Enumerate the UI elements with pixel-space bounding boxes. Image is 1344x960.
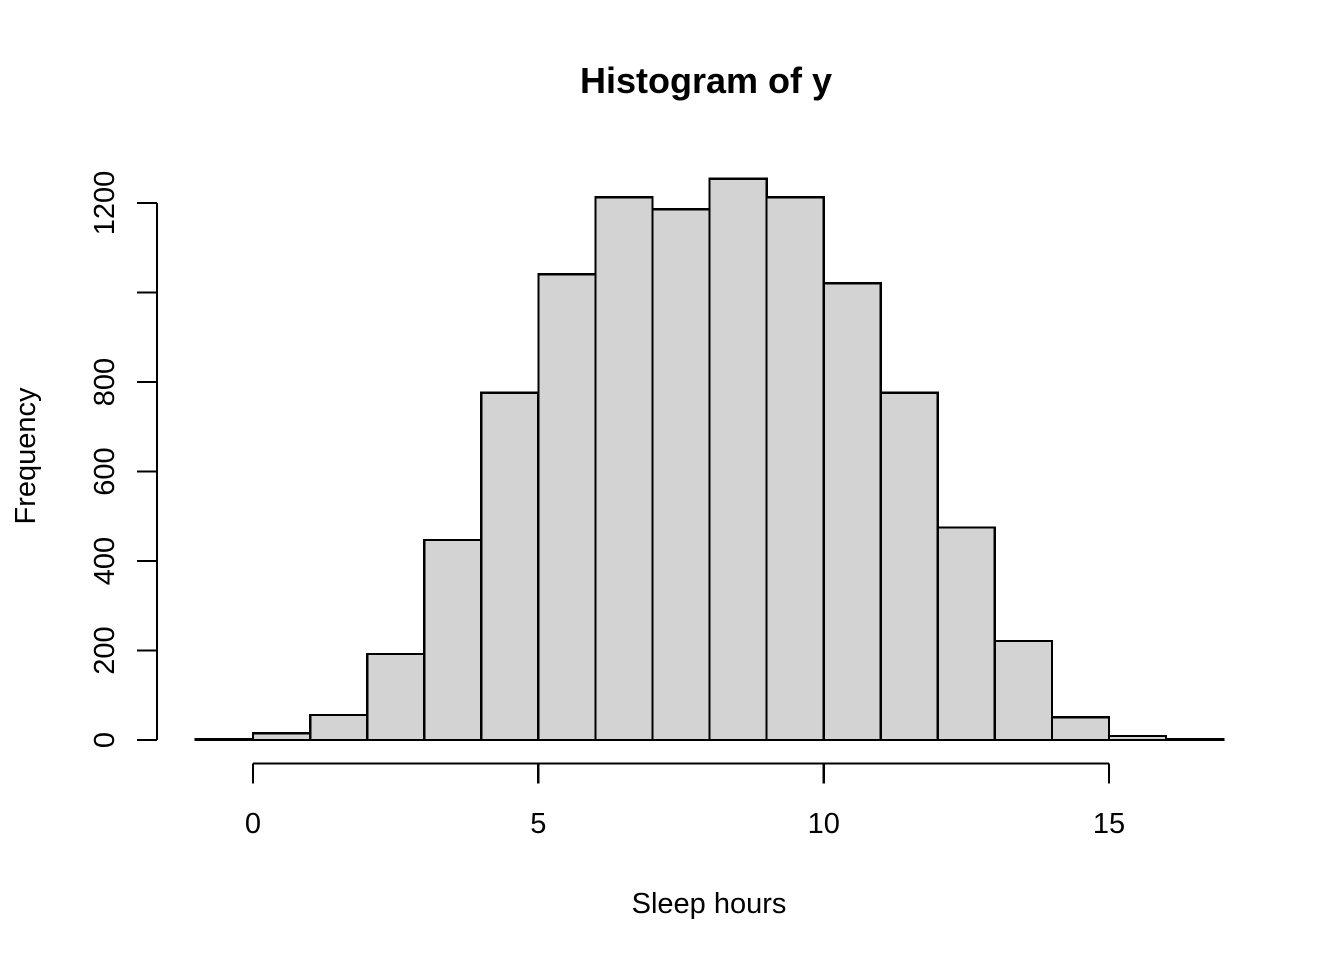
x-tick-label: 0 (245, 808, 261, 840)
histogram-bar (480, 391, 540, 742)
y-tick-label: 0 (89, 732, 121, 748)
histogram-bar (822, 281, 882, 742)
histogram-bar (194, 737, 255, 742)
y-axis: 0 200 400 600 800 1200 (89, 171, 159, 748)
y-axis-label: Frequency (10, 387, 42, 525)
x-tick-label: 15 (1093, 808, 1125, 840)
histogram-bar (708, 177, 768, 742)
histogram-bar (594, 196, 654, 742)
histogram-bar (308, 713, 369, 742)
histogram-bar (365, 652, 426, 742)
x-tick-label: 10 (808, 808, 840, 840)
histogram-bar (879, 391, 940, 742)
y-tick-label: 200 (89, 626, 121, 674)
histogram-bar (1050, 716, 1111, 742)
histogram-bar (936, 526, 997, 742)
histogram-bar (993, 639, 1054, 742)
histogram-bar (423, 538, 483, 742)
histogram-bar (537, 273, 597, 742)
histogram-bar (1164, 737, 1225, 742)
y-tick-label: 400 (89, 537, 121, 585)
histogram-bar (651, 208, 711, 742)
histogram-bar (251, 732, 312, 742)
x-tick-label: 5 (530, 808, 546, 840)
x-axis: 0 5 10 15 (245, 762, 1125, 840)
x-axis-label: Sleep hours (632, 888, 787, 920)
histogram-bar (1107, 734, 1168, 742)
y-tick-label: 1200 (89, 171, 121, 236)
histogram-bar (765, 196, 825, 742)
chart-title: Histogram of y (580, 60, 832, 101)
y-tick-label: 800 (89, 358, 121, 406)
y-tick-label: 600 (89, 447, 121, 495)
histogram-bars (194, 177, 1225, 742)
